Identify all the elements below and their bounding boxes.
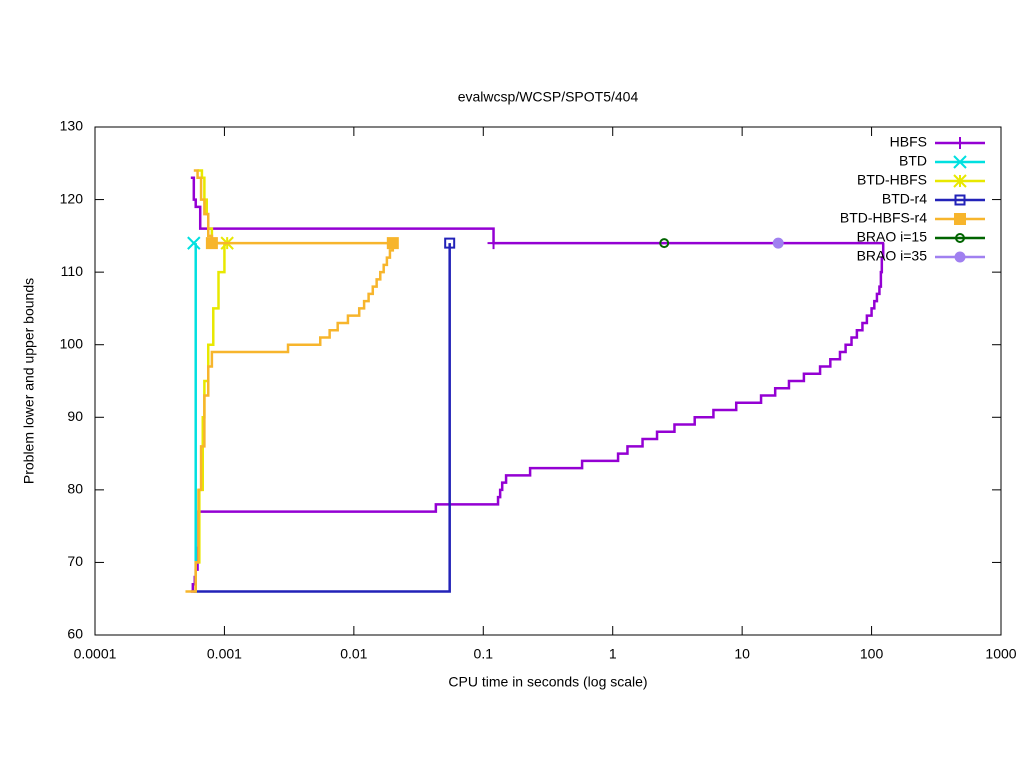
legend-label: BTD-HBFS	[857, 172, 927, 188]
y-tick-label: 70	[67, 553, 83, 569]
x-tick-label: 0.0001	[74, 646, 117, 662]
legend-label: BRAO i=15	[857, 229, 928, 245]
data-point	[386, 237, 399, 250]
y-tick-label: 80	[67, 481, 83, 497]
legend-label: BTD-r4	[882, 191, 927, 207]
plot-frame	[94, 126, 1002, 636]
y-tick-label: 60	[67, 626, 83, 642]
data-point	[205, 237, 218, 250]
data-point	[954, 194, 966, 206]
x-tick-label: 10	[734, 646, 750, 662]
data-point	[659, 238, 670, 249]
data-point	[953, 174, 967, 188]
data-point	[772, 237, 784, 249]
marker-stroke	[953, 174, 967, 188]
marker-stroke	[187, 236, 201, 250]
x-tick-label: 0.1	[474, 646, 494, 662]
marker-shape	[955, 233, 965, 243]
series-line	[190, 176, 885, 593]
x-tick-label: 0.01	[340, 646, 367, 662]
data-point	[953, 155, 967, 169]
legend-label: BTD-HBFS-r4	[840, 210, 927, 226]
y-tick-label: 120	[60, 190, 84, 206]
y-tick-label: 90	[67, 408, 83, 424]
marker-shape	[954, 251, 966, 263]
series-line	[185, 169, 395, 593]
legend-label: BRAO i=35	[857, 248, 928, 264]
marker-shape	[954, 194, 966, 206]
data-point	[187, 236, 201, 250]
data-point	[955, 233, 965, 243]
x-tick-label: 1000	[985, 646, 1016, 662]
marker-shape	[444, 237, 456, 249]
y-tick-label: 100	[60, 335, 84, 351]
marker-shape	[772, 237, 784, 249]
legend-label: BTD	[899, 153, 927, 169]
data-point	[444, 237, 456, 249]
marker-shape	[659, 238, 670, 249]
series-line	[193, 243, 451, 593]
y-tick-label: 110	[61, 263, 84, 279]
data-point	[954, 251, 966, 263]
x-tick-label: 100	[860, 646, 884, 662]
data-point	[954, 213, 966, 225]
marker-stroke	[953, 155, 967, 169]
legend-label: HBFS	[890, 134, 927, 150]
y-tick-label: 130	[60, 118, 84, 134]
chart-title: evalwcsp/WCSP/SPOT5/404	[458, 89, 639, 105]
marker-shape	[386, 237, 399, 250]
data-point	[487, 237, 500, 250]
marker-shape	[205, 237, 218, 250]
x-axis-label: CPU time in seconds (log scale)	[448, 674, 647, 690]
y-axis-label: Problem lower and upper bounds	[21, 278, 37, 484]
data-point	[954, 137, 966, 149]
marker-shape	[954, 213, 966, 225]
x-tick-label: 1	[609, 646, 617, 662]
x-tick-label: 0.001	[207, 646, 242, 662]
